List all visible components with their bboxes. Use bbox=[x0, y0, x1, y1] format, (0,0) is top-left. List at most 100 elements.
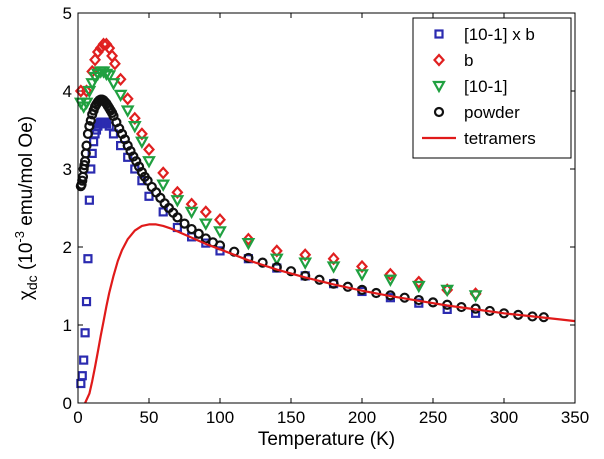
legend-entries: [10-1] x b b [10-1] powder tetramers bbox=[422, 25, 536, 148]
data-point bbox=[127, 120, 142, 134]
data-point bbox=[179, 218, 190, 229]
data-point bbox=[144, 191, 154, 201]
data-point bbox=[97, 37, 110, 51]
data-point bbox=[80, 84, 93, 98]
data-point bbox=[108, 57, 121, 71]
data-point bbox=[135, 136, 149, 149]
data-point bbox=[171, 185, 184, 200]
y-tick-label: 1 bbox=[63, 316, 72, 335]
data-point bbox=[326, 261, 341, 274]
data-point bbox=[327, 252, 340, 266]
data-point bbox=[411, 280, 426, 294]
data-point bbox=[81, 297, 92, 307]
legend-label: powder bbox=[464, 103, 520, 122]
y-axis-open: (10 bbox=[16, 243, 37, 276]
legend-label: [10-1] bbox=[464, 77, 507, 96]
data-point bbox=[135, 127, 148, 141]
x-tick-label: 50 bbox=[140, 408, 159, 427]
x-tick-label: 300 bbox=[490, 408, 518, 427]
data-point bbox=[185, 197, 198, 211]
data-point bbox=[298, 257, 313, 270]
data-point bbox=[299, 248, 312, 262]
series-2 bbox=[73, 66, 483, 303]
data-point bbox=[80, 328, 90, 338]
data-point bbox=[193, 228, 204, 239]
legend-entry: [10-1] x b bbox=[434, 25, 535, 44]
y-axis-exp: -3 bbox=[12, 231, 27, 243]
data-point bbox=[214, 213, 226, 227]
data-point bbox=[83, 254, 93, 264]
data-point bbox=[199, 205, 212, 219]
data-point bbox=[356, 259, 368, 274]
data-point bbox=[81, 140, 92, 151]
legend-marker bbox=[434, 29, 444, 39]
data-point bbox=[241, 238, 256, 251]
plot-frame bbox=[77, 12, 576, 404]
data-point bbox=[157, 166, 170, 180]
data-point bbox=[79, 160, 90, 171]
x-tick-label: 200 bbox=[348, 408, 376, 427]
data-point bbox=[270, 244, 283, 258]
data-point bbox=[184, 206, 199, 220]
data-point bbox=[85, 115, 96, 126]
legend-entry: b bbox=[433, 51, 473, 70]
data-point bbox=[84, 195, 94, 205]
data-point bbox=[106, 78, 121, 91]
x-axis-title: Temperature (K) bbox=[258, 429, 395, 450]
legend-marker bbox=[433, 106, 445, 118]
series-line bbox=[84, 223, 576, 404]
data-point bbox=[142, 156, 156, 169]
data-point bbox=[79, 355, 89, 365]
data-point bbox=[77, 371, 87, 381]
data-point bbox=[285, 266, 297, 277]
legend-label: b bbox=[464, 51, 473, 70]
legend-marker bbox=[432, 80, 446, 94]
legend-entry: powder bbox=[433, 103, 520, 122]
data-point bbox=[156, 179, 171, 192]
data-point bbox=[79, 97, 94, 110]
data-point bbox=[172, 212, 183, 223]
data-point bbox=[198, 218, 213, 231]
y-tick-label: 4 bbox=[63, 82, 72, 101]
x-tick-label: 0 bbox=[73, 408, 82, 427]
data-point bbox=[102, 70, 117, 83]
data-point bbox=[242, 232, 255, 246]
data-point bbox=[87, 148, 97, 158]
data-point bbox=[99, 68, 114, 82]
x-tick-label: 350 bbox=[561, 408, 589, 427]
legend: [10-1] x b b [10-1] powder tetramers bbox=[412, 17, 572, 159]
data-point bbox=[383, 274, 398, 288]
legend-box bbox=[412, 17, 572, 159]
data-point bbox=[85, 78, 100, 91]
y-axis-symbol-sub: dc bbox=[24, 275, 40, 290]
data-point bbox=[269, 253, 284, 266]
data-point bbox=[82, 85, 97, 99]
y-tick-label: 5 bbox=[63, 4, 72, 23]
legend-entry: tetramers bbox=[422, 129, 536, 148]
series-4 bbox=[84, 223, 576, 404]
y-tick-label: 0 bbox=[63, 394, 72, 413]
data-point bbox=[412, 275, 425, 289]
data-point bbox=[468, 290, 483, 303]
data-point bbox=[384, 267, 397, 281]
data-point bbox=[440, 284, 455, 298]
data-point bbox=[84, 120, 95, 132]
data-point bbox=[120, 105, 135, 118]
y-axis-unit: emu/mol Oe) bbox=[16, 116, 37, 231]
series-layer bbox=[73, 37, 576, 404]
series-1 bbox=[74, 37, 482, 301]
data-point bbox=[186, 223, 197, 235]
y-tick-label: 2 bbox=[63, 238, 72, 257]
x-tick-label: 250 bbox=[419, 408, 447, 427]
x-tick-label: 100 bbox=[206, 408, 234, 427]
legend-label: [10-1] x b bbox=[464, 25, 535, 44]
legend-marker bbox=[433, 53, 445, 67]
data-point bbox=[128, 111, 141, 125]
legend-entry: [10-1] bbox=[432, 77, 507, 96]
data-point bbox=[355, 269, 369, 282]
x-tick-label: 150 bbox=[277, 408, 305, 427]
data-point bbox=[170, 195, 185, 208]
data-point bbox=[121, 92, 134, 106]
y-axis-title: χdc (10-3 emu/mol Oe) bbox=[12, 116, 40, 300]
